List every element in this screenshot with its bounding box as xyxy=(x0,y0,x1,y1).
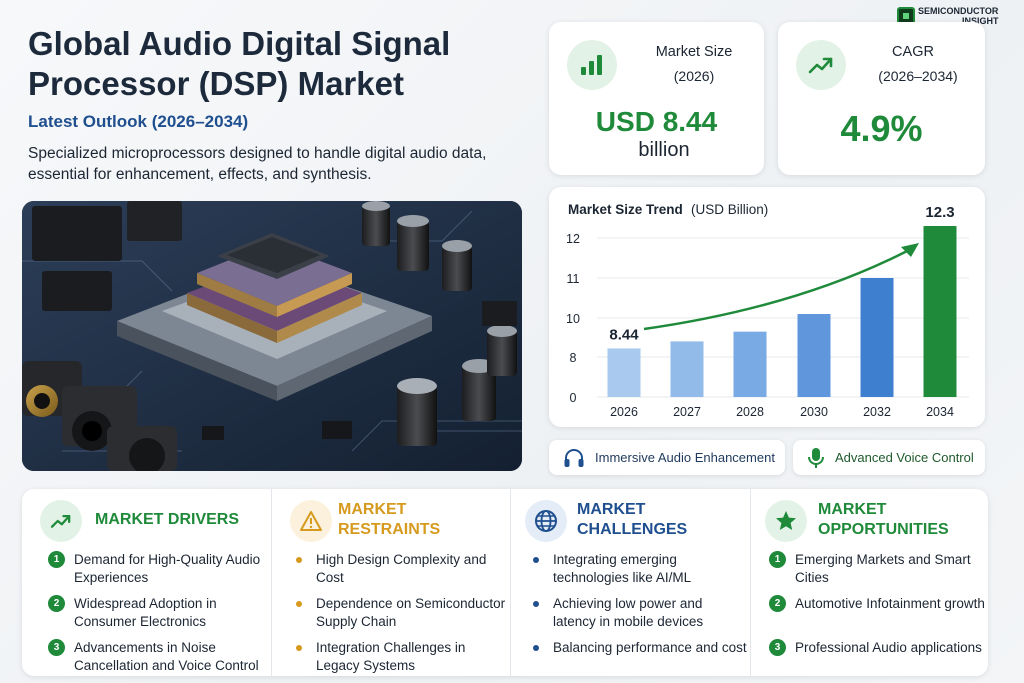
feature-pill-voice-control: Advanced Voice Control xyxy=(793,440,985,475)
bar-2030 xyxy=(797,314,831,397)
y-tick-label: 12 xyxy=(566,232,580,246)
column-heading: MARKET OPPORTUNITIES xyxy=(818,501,949,538)
market-size-year: (2026) xyxy=(673,68,715,84)
list-item: 1 Demand for High-Quality Audio Experienc… xyxy=(48,551,268,587)
x-tick-label: 2034 xyxy=(926,405,954,419)
column-heading: MARKET RESTRAINTS xyxy=(338,501,441,538)
column-heading: MARKET DRIVERS xyxy=(95,511,240,528)
feature-label: Advanced Voice Control xyxy=(835,450,974,465)
bar-2032 xyxy=(860,278,894,397)
feature-pill-immersive-audio: Immersive Audio Enhancement xyxy=(549,440,785,475)
market-size-trend-card: Market Size Trend (USD Billion) 0 8 10 11 12… xyxy=(549,187,985,427)
x-tick-label: 2032 xyxy=(863,405,891,419)
list-item: Integration Challenges in Legacy Systems xyxy=(290,639,510,675)
list-item: Achieving low power and latency in mobil… xyxy=(527,595,747,631)
cagr-period: (2026–2034) xyxy=(878,68,958,84)
market-size-bar-chart: 0 8 10 11 12 2026 8.44 2027 2028 2030 2032 2034 12.3 xyxy=(566,204,969,419)
chart-title: Market Size Trend xyxy=(568,202,683,217)
bar-2026 xyxy=(607,348,641,397)
market-drivers-column: MARKET DRIVERS 1 Demand for High-Quality … xyxy=(22,489,260,676)
cagr-card: CAGR (2026–2034) 4.9% xyxy=(778,22,985,175)
page-title: Global Audio Digital Signal Processor (D… xyxy=(28,25,451,102)
market-challenges-column: MARKET CHALLENGES Integrating emerging t… xyxy=(510,489,748,676)
hero-chip-image xyxy=(22,201,522,471)
x-tick-label: 2026 xyxy=(610,405,638,419)
y-tick-label: 0 xyxy=(570,391,577,405)
market-size-card: Market Size (2026) USD 8.44 billion xyxy=(549,22,764,175)
headphones-icon xyxy=(564,448,584,467)
trend-up-icon xyxy=(40,500,82,542)
data-label: 8.44 xyxy=(609,326,639,343)
cagr-label: CAGR xyxy=(892,44,934,60)
bar-2028 xyxy=(733,331,767,397)
globe-icon xyxy=(525,500,567,542)
page-description: Specialized microprocessors designed to … xyxy=(28,145,487,183)
y-tick-label: 8 xyxy=(570,351,577,365)
star-icon xyxy=(765,500,807,542)
y-tick-label: 11 xyxy=(567,272,580,286)
list-item: 1 Emerging Markets and Smart Cities xyxy=(769,551,989,587)
x-tick-label: 2027 xyxy=(673,405,701,419)
trend-up-icon xyxy=(796,40,846,90)
cagr-value: 4.9% xyxy=(840,108,923,149)
market-restraints-column: MARKET RESTRAINTS High Design Complexity… xyxy=(271,489,509,676)
bar-2034 xyxy=(923,226,957,397)
data-label: 12.3 xyxy=(925,204,954,221)
column-heading: MARKET CHALLENGES xyxy=(577,501,688,538)
brand-name: SEMICONDUCTOR INSIGHT xyxy=(918,6,1018,26)
trend-arrow-line xyxy=(643,247,912,331)
brand-line-1: SEMICONDUCTOR xyxy=(918,6,999,16)
bar-chart-icon xyxy=(567,40,617,90)
x-tick-label: 2030 xyxy=(800,405,828,419)
market-size-unit: billion xyxy=(638,139,690,161)
list-item: 2 Widespread Adoption in Consumer Electro… xyxy=(48,595,268,631)
page-subtitle: Latest Outlook (2026–2034) xyxy=(28,112,249,131)
market-size-value: USD 8.44 xyxy=(595,106,718,137)
x-tick-label: 2028 xyxy=(736,405,764,419)
chart-unit: (USD Billion) xyxy=(691,202,769,217)
list-item: 3 Professional Audio applications xyxy=(769,639,989,657)
bar-2027 xyxy=(670,341,704,397)
list-item: 2 Automotive Infotainment growth xyxy=(769,595,989,613)
market-factors-panel: MARKET DRIVERS 1 Demand for High-Quality … xyxy=(22,489,988,676)
market-opportunities-column: MARKET OPPORTUNITIES 1 Emerging Markets a… xyxy=(750,489,988,676)
list-item: Balancing performance and cost xyxy=(527,639,752,657)
brand-line-2: INSIGHT xyxy=(962,16,999,26)
list-item: 3 Advancements in Noise Cancellation and … xyxy=(48,639,268,675)
list-item: Integrating emerging technologies like A… xyxy=(527,551,747,587)
warning-icon xyxy=(290,500,332,542)
list-item: High Design Complexity and Cost xyxy=(290,551,510,587)
y-tick-label: 10 xyxy=(566,312,580,326)
trend-arrow-head xyxy=(901,243,919,257)
list-item: Dependence on Semiconductor Supply Chain xyxy=(290,595,510,631)
market-size-label: Market Size xyxy=(655,44,733,60)
microphone-icon xyxy=(808,447,824,468)
feature-label: Immersive Audio Enhancement xyxy=(595,450,775,465)
